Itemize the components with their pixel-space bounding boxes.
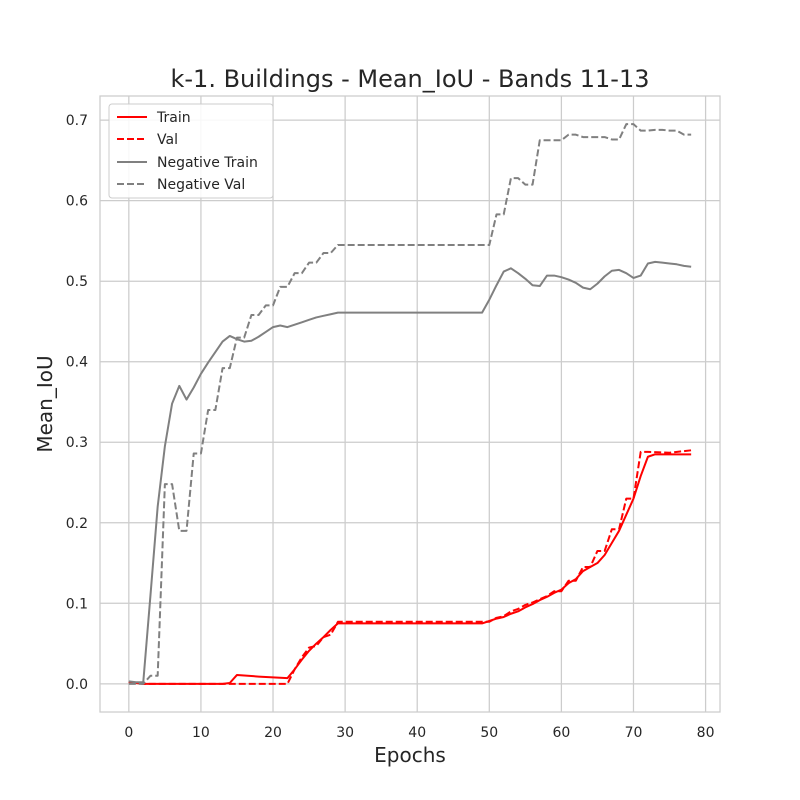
series-line-negative-train	[128, 260, 692, 684]
x-axis-title: Epochs	[374, 743, 446, 767]
series-line-train	[128, 453, 692, 685]
series-line-val	[128, 449, 692, 685]
plot-frame	[99, 95, 721, 713]
x-tick-label: 40	[408, 725, 426, 741]
x-tick-label: 30	[336, 725, 354, 741]
y-axis-title: Mean_IoU	[33, 355, 57, 452]
series-line-negative-val	[128, 123, 692, 685]
y-tick-label: 0.6	[66, 194, 88, 210]
chart-title: k-1. Buildings - Mean_IoU - Bands 11-13	[171, 65, 650, 93]
y-tick-label: 0.5	[66, 274, 88, 290]
y-tick-label: 0.2	[66, 516, 88, 532]
y-tick-label: 0.7	[66, 113, 88, 129]
x-tick-label: 50	[480, 725, 498, 741]
series-lines	[128, 123, 692, 685]
y-tick-labels: 0.0 0.1 0.2 0.3 0.4 0.5 0.6 0.7	[66, 113, 88, 693]
legend-label-negative-train: Negative Train	[157, 155, 258, 171]
x-tick-label: 0	[124, 725, 133, 741]
legend-box	[108, 103, 274, 199]
grid	[100, 96, 720, 712]
x-tick-labels: 0 10 20 30 40 50 60 70 80	[124, 725, 714, 741]
x-tick-label: 60	[552, 725, 570, 741]
y-tick-label: 0.0	[66, 677, 88, 693]
x-tick-label: 10	[192, 725, 210, 741]
x-tick-label: 80	[697, 725, 715, 741]
legend: Train Val Negative Train Negative Val	[108, 103, 274, 199]
x-tick-label: 20	[264, 725, 282, 741]
y-tick-label: 0.3	[66, 435, 88, 451]
y-tick-label: 0.1	[66, 596, 88, 612]
x-tick-label: 70	[625, 725, 643, 741]
legend-label-val: Val	[157, 132, 178, 148]
y-tick-label: 0.4	[66, 355, 88, 371]
legend-label-train: Train	[156, 110, 191, 126]
legend-label-negative-val: Negative Val	[157, 177, 245, 193]
